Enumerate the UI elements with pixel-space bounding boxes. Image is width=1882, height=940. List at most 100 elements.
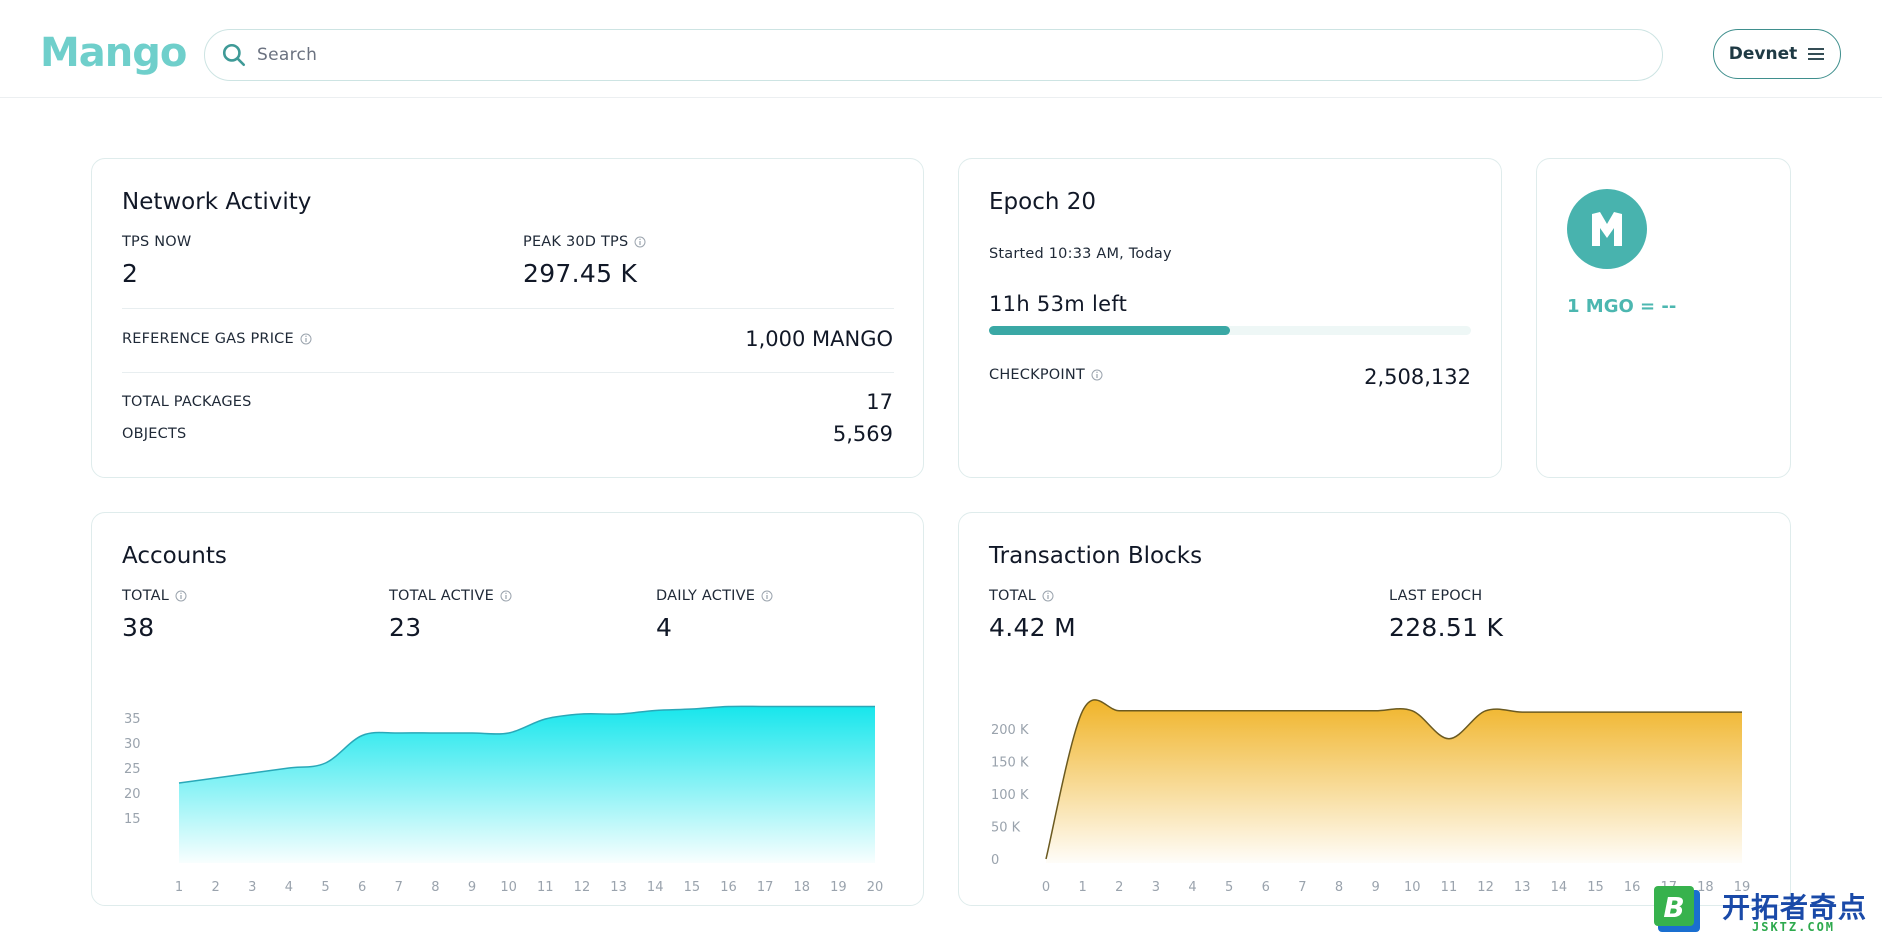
x-tick-label: 3 xyxy=(1152,880,1160,895)
transaction-blocks-title: Transaction Blocks xyxy=(989,543,1203,569)
x-tick-label: 1 xyxy=(175,880,183,895)
checkpoint-label: CHECKPOINT xyxy=(989,367,1103,383)
objects-value: 5,569 xyxy=(832,422,893,446)
tx-total-label: TOTAL xyxy=(989,588,1054,604)
transaction-blocks-card: Transaction Blocks TOTAL 4.42 M LAST EPO… xyxy=(958,512,1791,906)
x-tick-label: 8 xyxy=(1335,880,1343,895)
x-tick-label: 9 xyxy=(1372,880,1380,895)
info-icon[interactable] xyxy=(1042,590,1054,602)
x-tick-label: 16 xyxy=(1624,880,1641,895)
x-tick-label: 4 xyxy=(285,880,293,895)
x-tick-label: 19 xyxy=(1734,880,1751,895)
epoch-title: Epoch 20 xyxy=(989,189,1097,215)
epoch-progress-bar xyxy=(989,326,1471,335)
total-packages-label: TOTAL PACKAGES xyxy=(122,394,252,410)
info-icon[interactable] xyxy=(634,236,646,248)
menu-icon xyxy=(1808,48,1825,60)
y-tick-label: 30 xyxy=(124,737,141,752)
chart-area xyxy=(179,706,875,863)
y-tick-label: 0 xyxy=(991,853,999,868)
accounts-daily-value: 4 xyxy=(656,613,673,642)
x-tick-label: 14 xyxy=(647,880,664,895)
x-tick-label: 2 xyxy=(1115,880,1123,895)
x-tick-label: 9 xyxy=(468,880,476,895)
x-tick-label: 15 xyxy=(684,880,701,895)
x-tick-label: 5 xyxy=(1225,880,1233,895)
tx-total-value: 4.42 M xyxy=(989,613,1076,642)
epoch-progress-fill xyxy=(989,326,1230,335)
accounts-total-label: TOTAL xyxy=(122,588,187,604)
accounts-card: Accounts TOTAL 38 TOTAL ACTIVE 23 DAILY … xyxy=(91,512,924,906)
x-tick-label: 17 xyxy=(757,880,774,895)
x-tick-label: 11 xyxy=(537,880,554,895)
top-header: Mango Devnet xyxy=(0,0,1882,98)
info-icon[interactable] xyxy=(175,590,187,602)
x-tick-label: 18 xyxy=(1697,880,1714,895)
x-tick-label: 7 xyxy=(395,880,403,895)
accounts-total-value: 38 xyxy=(122,613,155,642)
y-tick-label: 200 K xyxy=(991,723,1029,738)
search-bar[interactable] xyxy=(204,29,1663,81)
x-tick-label: 8 xyxy=(431,880,439,895)
epoch-time-left: 11h 53m left xyxy=(989,292,1128,316)
x-tick-label: 6 xyxy=(358,880,366,895)
accounts-active-label: TOTAL ACTIVE xyxy=(389,588,512,604)
objects-label: OBJECTS xyxy=(122,426,187,442)
info-icon[interactable] xyxy=(761,590,773,602)
x-tick-label: 7 xyxy=(1298,880,1306,895)
x-tick-label: 18 xyxy=(793,880,810,895)
y-tick-label: 150 K xyxy=(991,756,1029,771)
site-watermark: B 开拓者奇点 JSKTZ.COM xyxy=(1640,880,1882,940)
accounts-active-value: 23 xyxy=(389,613,422,642)
x-tick-label: 13 xyxy=(1514,880,1531,895)
search-input[interactable] xyxy=(257,45,1662,65)
y-tick-label: 50 K xyxy=(991,821,1021,836)
info-icon[interactable] xyxy=(300,333,312,345)
watermark-text: 开拓者奇点 xyxy=(1722,891,1868,924)
x-tick-label: 10 xyxy=(1404,880,1421,895)
info-icon[interactable] xyxy=(500,590,512,602)
chart-series-line xyxy=(1045,699,1742,860)
network-selector-button[interactable]: Devnet xyxy=(1713,29,1841,79)
mgo-token-logo xyxy=(1567,189,1647,269)
watermark-logo-icon: B xyxy=(1654,886,1700,932)
x-tick-label: 6 xyxy=(1262,880,1270,895)
x-tick-label: 5 xyxy=(321,880,329,895)
x-tick-label: 20 xyxy=(867,880,884,895)
tps-now-label: TPS NOW xyxy=(122,234,192,250)
x-tick-label: 4 xyxy=(1188,880,1196,895)
x-tick-label: 10 xyxy=(500,880,517,895)
x-tick-label: 15 xyxy=(1587,880,1604,895)
x-tick-label: 12 xyxy=(1477,880,1494,895)
mango-logo[interactable]: Mango xyxy=(40,30,187,76)
epoch-card: Epoch 20 Started 10:33 AM, Today 11h 53m… xyxy=(958,158,1502,478)
x-tick-label: 0 xyxy=(1042,880,1050,895)
peak-tps-label: PEAK 30D TPS xyxy=(523,234,646,250)
x-tick-label: 13 xyxy=(610,880,627,895)
x-tick-label: 14 xyxy=(1551,880,1568,895)
info-icon[interactable] xyxy=(1091,369,1103,381)
y-tick-label: 100 K xyxy=(991,788,1029,803)
divider xyxy=(122,372,894,373)
accounts-title: Accounts xyxy=(122,543,227,569)
divider xyxy=(122,308,894,309)
total-packages-value: 17 xyxy=(866,390,893,414)
x-tick-label: 1 xyxy=(1078,880,1086,895)
mgo-price: 1 MGO = -- xyxy=(1567,296,1677,317)
chart-area xyxy=(1046,699,1742,863)
gas-price-label: REFERENCE GAS PRICE xyxy=(122,331,312,347)
mango-m-icon xyxy=(1592,212,1622,246)
gas-price-value: 1,000 MANGO xyxy=(745,327,893,351)
tx-last-epoch-label: LAST EPOCH xyxy=(1389,588,1483,604)
watermark-subtext: JSKTZ.COM xyxy=(1752,920,1836,934)
x-tick-label: 11 xyxy=(1441,880,1458,895)
x-tick-label: 2 xyxy=(211,880,219,895)
epoch-started: Started 10:33 AM, Today xyxy=(989,246,1172,262)
x-tick-label: 16 xyxy=(720,880,737,895)
y-tick-label: 35 xyxy=(124,712,141,727)
network-activity-card: Network Activity TPS NOW 2 PEAK 30D TPS … xyxy=(91,158,924,478)
accounts-daily-label: DAILY ACTIVE xyxy=(656,588,773,604)
y-tick-label: 15 xyxy=(124,812,141,827)
